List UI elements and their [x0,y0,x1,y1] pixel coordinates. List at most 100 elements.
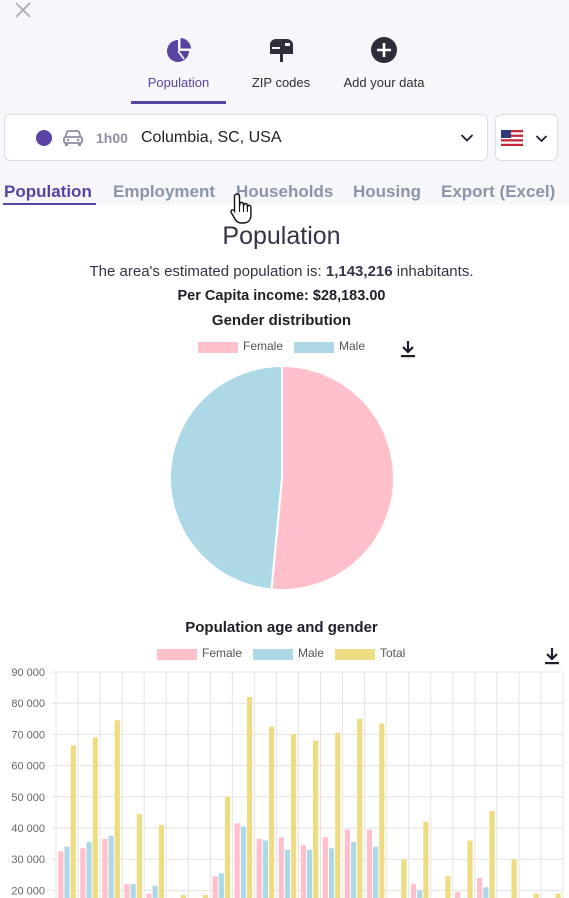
bar-total[interactable] [511,859,517,898]
y-tick-label: 50 000 [11,792,45,804]
bar-male[interactable] [86,842,92,898]
bar-male[interactable] [284,849,291,898]
bar-female[interactable] [410,884,417,898]
legend-swatch [157,649,197,660]
bar-total[interactable] [467,840,473,898]
age-gender-bar-chart: 20 000 30 000 40 000 50 000 60 000 70 000 80 0… [11,667,564,898]
top-panel [0,0,569,205]
bar-male[interactable] [108,835,114,898]
bar-total[interactable] [114,720,120,898]
bar-total[interactable] [445,876,451,898]
bar-total[interactable] [246,696,253,898]
bar-total[interactable] [379,723,385,898]
bar-male[interactable] [306,849,313,898]
y-tick-label: 60 000 [11,761,45,773]
plus-circle-icon [371,37,397,63]
bar-total[interactable] [489,810,495,898]
nav-item-label: Population [147,75,210,90]
bar-female[interactable] [278,837,284,898]
bar-female[interactable] [344,829,350,898]
pie-slice-male[interactable] [169,364,283,591]
location-name: Columbia, SC, USA [141,129,282,146]
bar-female[interactable] [322,837,328,898]
bar-total[interactable] [555,893,561,898]
bar-male[interactable] [483,887,489,898]
y-tick-label: 30 000 [11,854,45,866]
bar-male[interactable] [417,890,423,898]
bar-total[interactable] [70,745,76,898]
bar-total[interactable] [180,895,187,898]
population-summary: The area's estimated population is: 1,14… [0,263,563,280]
bar-male[interactable] [218,873,224,898]
us-flag-icon [501,130,523,146]
download-icon[interactable] [544,647,560,665]
legend-label: Female [202,646,243,660]
bar-male[interactable] [152,885,158,898]
legend-label: Male [298,646,325,660]
chevron-down-icon[interactable] [460,133,474,143]
bar-total[interactable] [533,893,539,898]
bar-total[interactable] [401,859,407,898]
bar-female[interactable] [256,838,262,898]
tab-population[interactable]: Population [4,182,92,201]
legend-label: Female [243,339,284,353]
download-icon[interactable] [400,340,416,358]
section-tabs: Population Employment Households Housing… [0,178,569,206]
location-selector[interactable]: 1h00 Columbia, SC, USA [4,114,488,161]
legend-swatch [294,342,334,353]
bar-female[interactable] [80,848,86,898]
bar-female[interactable] [102,838,108,898]
tab-active-indicator [3,203,96,205]
bar-total[interactable] [269,726,275,898]
bar-male[interactable] [262,840,269,898]
legend-label: Total [380,646,406,660]
bar-total[interactable] [136,813,142,898]
bar-total[interactable] [224,796,231,898]
bar-total[interactable] [423,821,429,898]
pie-legend: Female Male [198,339,378,354]
bar-male[interactable] [328,848,335,898]
bar-female[interactable] [234,823,240,898]
bar-total[interactable] [357,718,363,898]
per-capita-income: Per Capita income: $28,183.00 [177,288,386,304]
bar-total[interactable] [92,737,98,898]
car-icon[interactable] [62,128,84,148]
nav-item-zip-codes[interactable]: ZIP codes [236,36,326,104]
tab-households[interactable]: Households [236,182,334,201]
pie-chart-title: Gender distribution [211,312,352,329]
bar-female[interactable] [477,877,483,898]
bar-female[interactable] [455,891,461,898]
bar-male[interactable] [130,884,136,898]
bar-total[interactable] [291,734,297,898]
population-unit: inhabitants. [392,263,474,280]
bar-total[interactable] [313,740,319,898]
bar-male[interactable] [350,842,357,898]
nav-item-add-data[interactable]: Add your data [336,36,432,104]
pie-slice-female[interactable] [270,364,395,591]
hand-cursor-icon [230,193,252,224]
bar-female[interactable] [366,829,373,898]
nav-item-population[interactable]: Population [131,36,226,104]
tab-housing[interactable]: Housing [353,182,421,201]
bar-total[interactable] [202,895,209,898]
mailbox-icon [270,39,293,62]
tab-export-excel[interactable]: Export (Excel) [441,182,556,201]
chevron-down-icon[interactable] [535,134,548,143]
travel-time: 1h00 [96,130,128,146]
bar-female[interactable] [146,893,152,898]
bar-female[interactable] [124,884,130,898]
legend-label: Male [339,339,366,353]
bar-total[interactable] [158,824,164,898]
bar-total[interactable] [335,732,341,898]
nav-active-indicator [131,101,226,104]
bar-female[interactable] [300,845,306,898]
bar-male[interactable] [64,846,70,898]
bar-male[interactable] [373,846,379,898]
bar-female[interactable] [212,876,218,898]
close-icon[interactable] [12,0,34,20]
country-selector[interactable] [495,114,558,161]
population-label: The area's estimated population is: [89,263,326,280]
bar-female[interactable] [58,851,64,898]
tab-employment[interactable]: Employment [113,182,216,201]
bar-male[interactable] [240,826,246,898]
